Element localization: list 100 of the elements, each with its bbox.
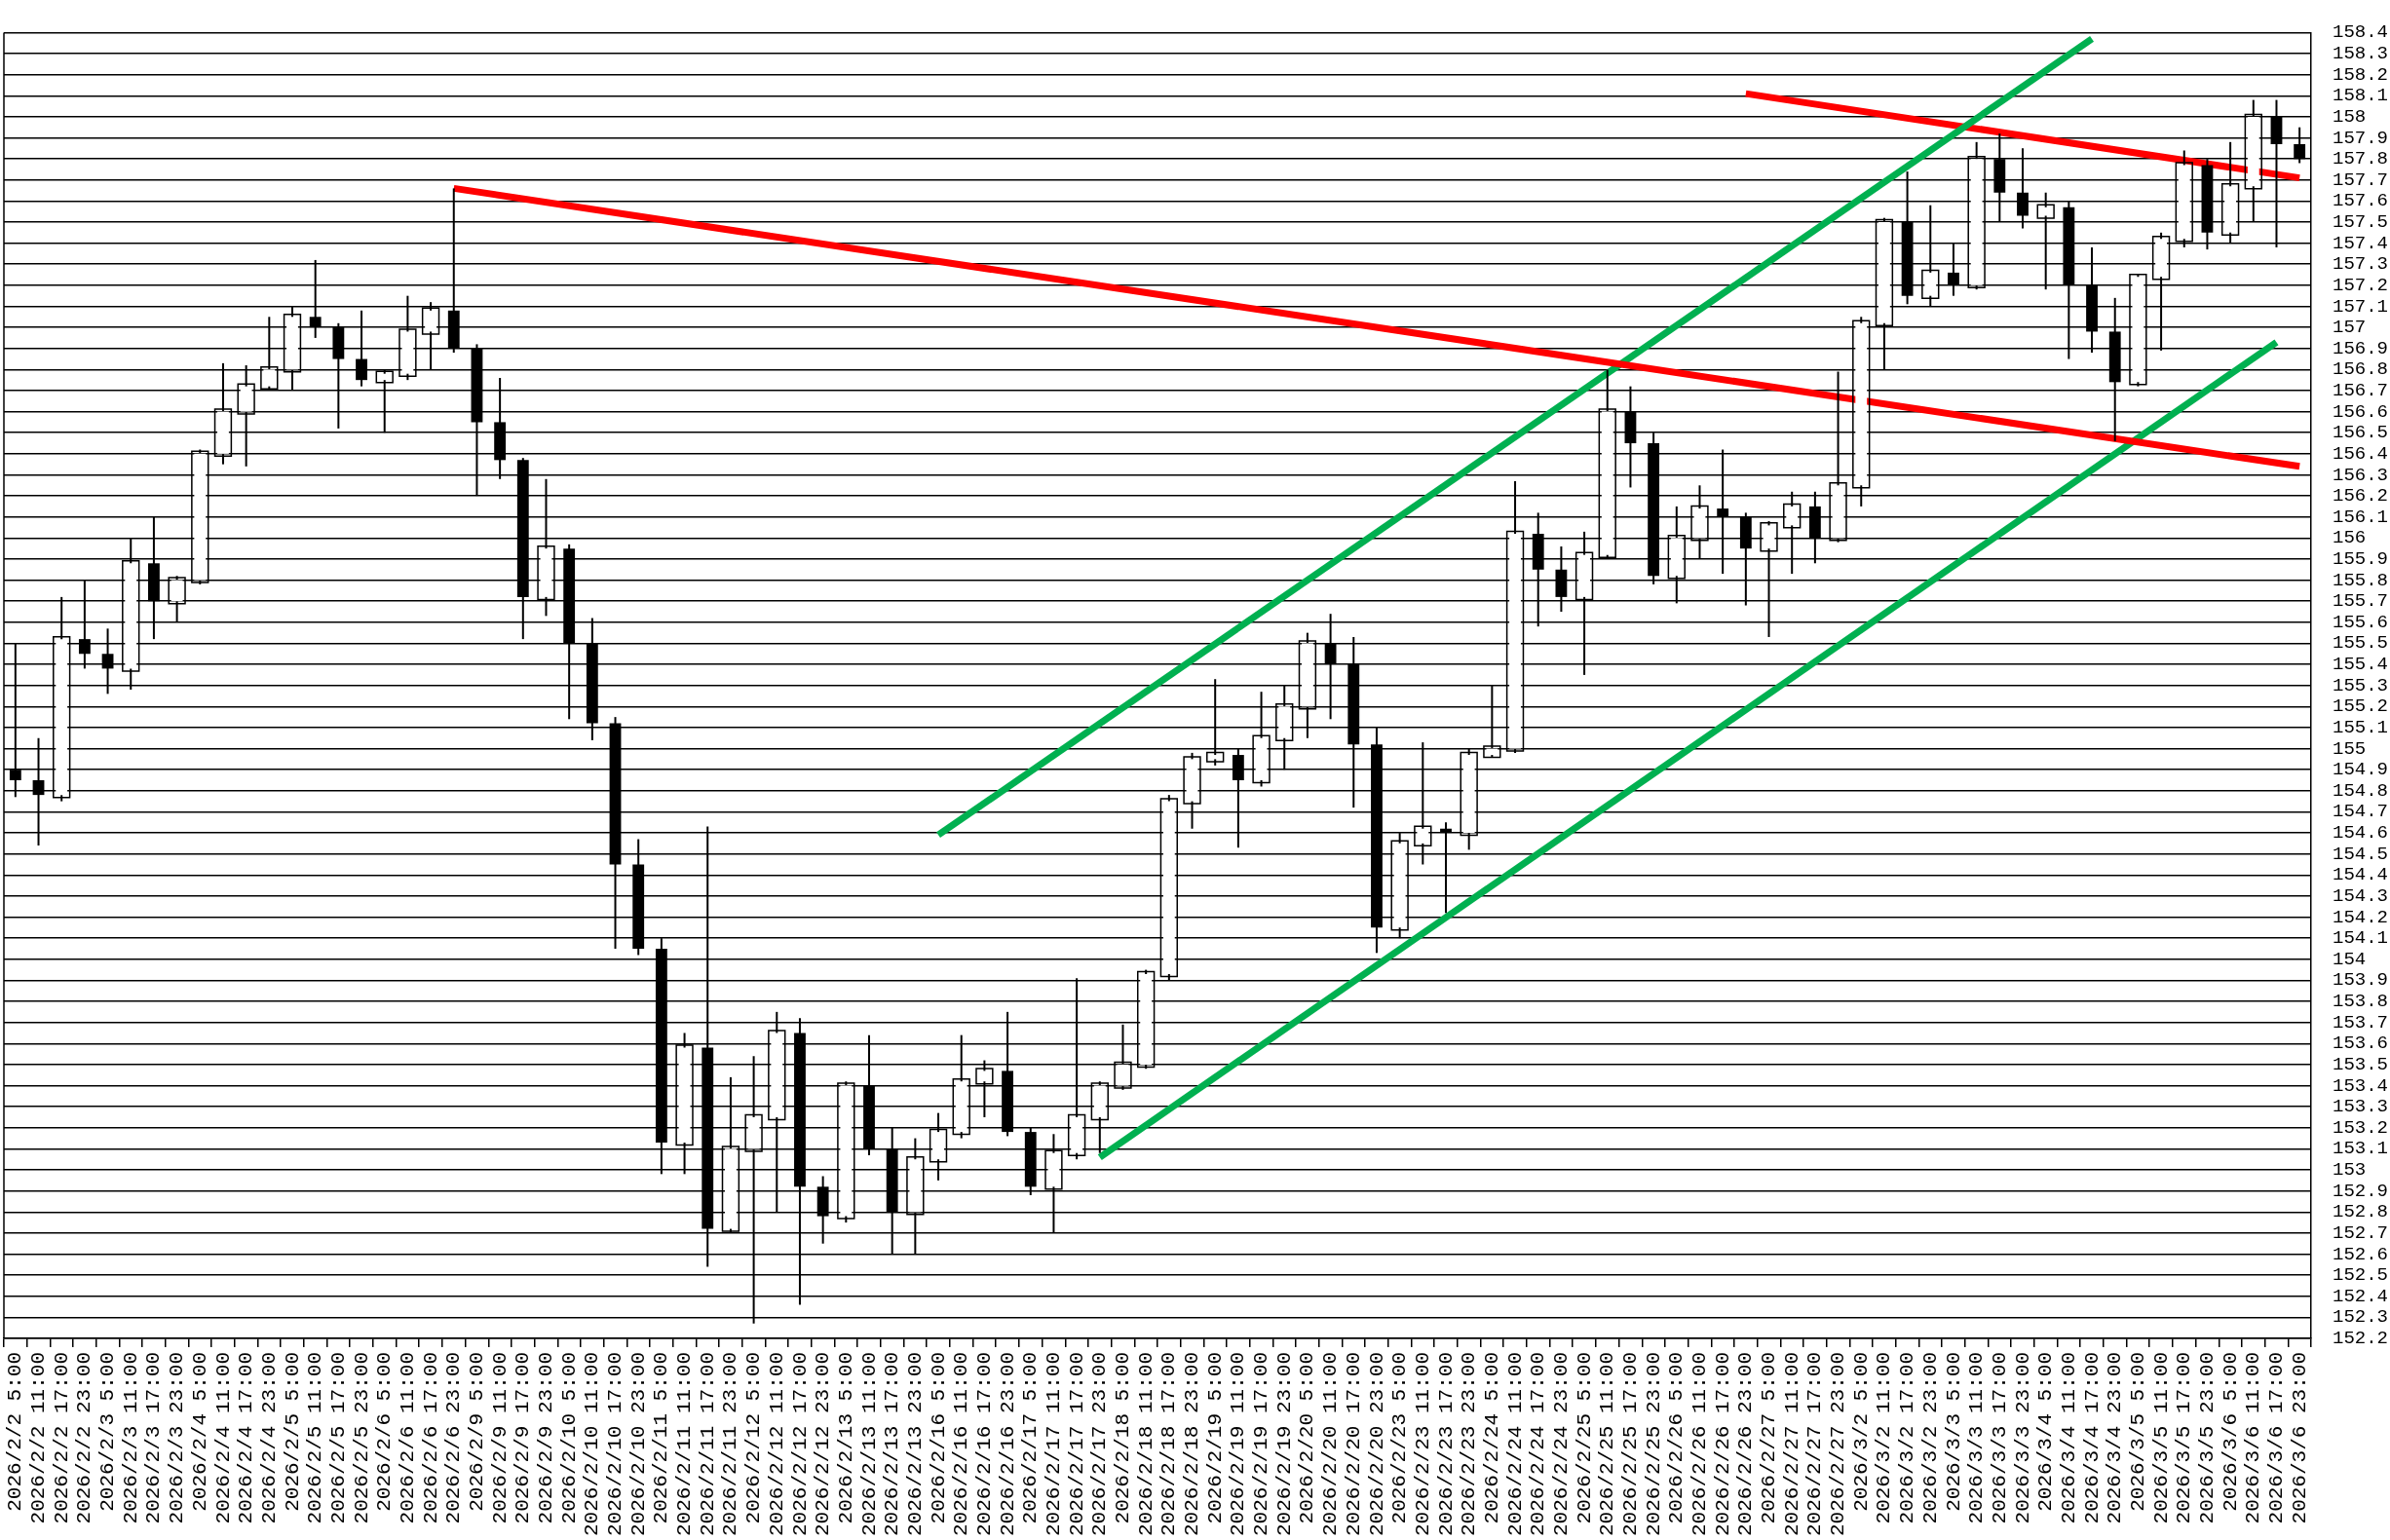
y-tick-label: 152.6 (2333, 1243, 2389, 1265)
x-tick-label: 2026/2/26 23:00 (1734, 1352, 1758, 1537)
x-tick-label: 2026/2/5 23:00 (350, 1352, 373, 1524)
x-tick-label: 2026/2/2 17:00 (50, 1352, 73, 1524)
x-tick-label: 2026/2/19 5:00 (1203, 1352, 1227, 1524)
y-tick-label: 157.5 (2333, 211, 2389, 234)
y-tick-label: 155 (2333, 737, 2367, 760)
y-tick-label: 155.5 (2333, 632, 2389, 655)
x-tick-label: 2026/2/27 23:00 (1827, 1352, 1850, 1537)
y-tick-label: 156.7 (2333, 380, 2389, 402)
y-tick-label: 153.4 (2333, 1074, 2389, 1097)
x-tick-label: 2026/2/19 23:00 (1272, 1352, 1296, 1537)
y-tick-label: 157.8 (2333, 148, 2389, 170)
x-tick-label: 2026/2/17 23:00 (1088, 1352, 1112, 1537)
y-tick-label: 155.1 (2333, 716, 2389, 738)
x-tick-label: 2026/2/18 17:00 (1157, 1352, 1181, 1537)
y-tick-label: 152.8 (2333, 1201, 2389, 1223)
x-tick-label: 2026/3/5 23:00 (2196, 1352, 2219, 1524)
y-tick-label: 157.6 (2333, 190, 2389, 212)
x-tick-label: 2026/2/5 5:00 (281, 1352, 304, 1512)
x-tick-label: 2026/2/11 5:00 (650, 1352, 673, 1524)
x-tick-label: 2026/2/16 11:00 (950, 1352, 973, 1537)
x-tick-label: 2026/2/9 5:00 (466, 1352, 488, 1512)
x-tick-label: 2026/3/3 11:00 (1965, 1352, 1989, 1524)
y-tick-label: 155.2 (2333, 695, 2389, 718)
y-tick-label: 158.1 (2333, 85, 2389, 107)
x-tick-label: 2026/2/17 5:00 (1019, 1352, 1043, 1524)
x-tick-label: 2026/2/27 17:00 (1803, 1352, 1827, 1537)
x-tick-label: 2026/3/6 11:00 (2242, 1352, 2265, 1524)
y-tick-label: 156.9 (2333, 337, 2389, 359)
y-tick-label: 157.2 (2333, 274, 2389, 296)
x-tick-label: 2026/2/23 17:00 (1434, 1352, 1458, 1537)
x-tick-label: 2026/2/4 17:00 (235, 1352, 258, 1524)
x-tick-label: 2026/2/20 5:00 (1296, 1352, 1319, 1524)
y-tick-label: 155.4 (2333, 654, 2389, 676)
x-tick-label: 2026/2/3 17:00 (142, 1352, 166, 1524)
x-tick-label: 2026/2/11 17:00 (696, 1352, 719, 1537)
x-tick-label: 2026/2/12 17:00 (788, 1352, 812, 1537)
x-tick-label: 2026/2/23 5:00 (1388, 1352, 1412, 1524)
x-tick-label: 2026/3/6 23:00 (2288, 1352, 2311, 1524)
x-tick-label: 2026/2/10 17:00 (604, 1352, 627, 1537)
x-tick-label: 2026/2/2 11:00 (27, 1352, 51, 1524)
y-tick-label: 158 (2333, 105, 2367, 128)
x-tick-label: 2026/2/9 11:00 (488, 1352, 512, 1524)
x-tick-label: 2026/2/13 11:00 (857, 1352, 881, 1537)
x-tick-label: 2026/2/13 5:00 (834, 1352, 857, 1524)
x-tick-label: 2026/3/2 11:00 (1873, 1352, 1896, 1524)
x-tick-label: 2026/2/25 5:00 (1573, 1352, 1596, 1524)
x-tick-label: 2026/2/11 11:00 (673, 1352, 697, 1537)
y-tick-label: 156.2 (2333, 485, 2389, 507)
y-tick-label: 156.4 (2333, 442, 2389, 465)
x-tick-label: 2026/2/10 11:00 (581, 1352, 604, 1537)
x-tick-label: 2026/2/26 5:00 (1665, 1352, 1688, 1524)
y-tick-label: 154.4 (2333, 864, 2389, 886)
y-tick-label: 155.6 (2333, 611, 2389, 633)
x-tick-label: 2026/2/17 17:00 (1065, 1352, 1088, 1537)
x-tick-label: 2026/2/20 11:00 (1319, 1352, 1343, 1537)
y-tick-label: 156 (2333, 527, 2367, 549)
x-tick-label: 2026/2/12 5:00 (742, 1352, 766, 1524)
x-tick-label: 2026/2/24 11:00 (1503, 1352, 1527, 1537)
y-tick-label: 154.1 (2333, 927, 2389, 950)
x-tick-label: 2026/2/25 23:00 (1642, 1352, 1665, 1537)
x-tick-label: 2026/3/2 17:00 (1896, 1352, 1919, 1524)
y-tick-label: 156.8 (2333, 358, 2389, 381)
x-tick-label: 2026/2/24 5:00 (1480, 1352, 1503, 1524)
x-tick-label: 2026/3/4 5:00 (2034, 1352, 2058, 1512)
x-tick-label: 2026/2/6 5:00 (373, 1352, 397, 1512)
x-tick-label: 2026/2/16 23:00 (996, 1352, 1019, 1537)
y-tick-label: 154.8 (2333, 779, 2389, 802)
x-tick-label: 2026/2/6 11:00 (396, 1352, 419, 1524)
x-tick-label: 2026/2/27 5:00 (1758, 1352, 1781, 1524)
y-tick-label: 156.1 (2333, 506, 2389, 528)
x-tick-label: 2026/2/18 11:00 (1134, 1352, 1157, 1537)
x-tick-label: 2026/3/3 17:00 (1988, 1352, 2011, 1524)
x-tick-label: 2026/2/3 5:00 (96, 1352, 120, 1512)
y-tick-label: 155.7 (2333, 590, 2389, 613)
x-tick-label: 2026/2/26 11:00 (1688, 1352, 1712, 1537)
y-tick-label: 153 (2333, 1159, 2367, 1182)
y-tick-label: 153.5 (2333, 1053, 2389, 1075)
y-tick-label: 156.3 (2333, 464, 2389, 486)
x-tick-label: 2026/2/3 23:00 (166, 1352, 189, 1524)
x-tick-label: 2026/2/24 17:00 (1527, 1352, 1550, 1537)
x-tick-label: 2026/3/4 11:00 (2057, 1352, 2080, 1524)
x-tick-label: 2026/2/11 23:00 (719, 1352, 742, 1537)
x-tick-label: 2026/2/12 11:00 (765, 1352, 788, 1537)
y-tick-label: 154.3 (2333, 884, 2389, 907)
y-tick-label: 156.6 (2333, 400, 2389, 423)
y-tick-label: 152.9 (2333, 1180, 2389, 1202)
y-tick-label: 154.9 (2333, 759, 2389, 781)
x-tick-label: 2026/2/9 17:00 (512, 1352, 535, 1524)
y-tick-label: 157.1 (2333, 295, 2389, 318)
x-tick-label: 2026/2/19 11:00 (1227, 1352, 1250, 1537)
y-tick-label: 153.6 (2333, 1033, 2389, 1055)
x-tick-label: 2026/2/10 23:00 (626, 1352, 650, 1537)
x-tick-label: 2026/2/23 23:00 (1458, 1352, 1481, 1537)
x-tick-label: 2026/3/6 5:00 (2219, 1352, 2242, 1512)
x-tick-label: 2026/3/2 5:00 (1849, 1352, 1873, 1512)
x-tick-label: 2026/3/4 23:00 (2104, 1352, 2127, 1524)
x-tick-label: 2026/2/19 17:00 (1250, 1352, 1273, 1537)
y-tick-label: 152.7 (2333, 1221, 2389, 1244)
